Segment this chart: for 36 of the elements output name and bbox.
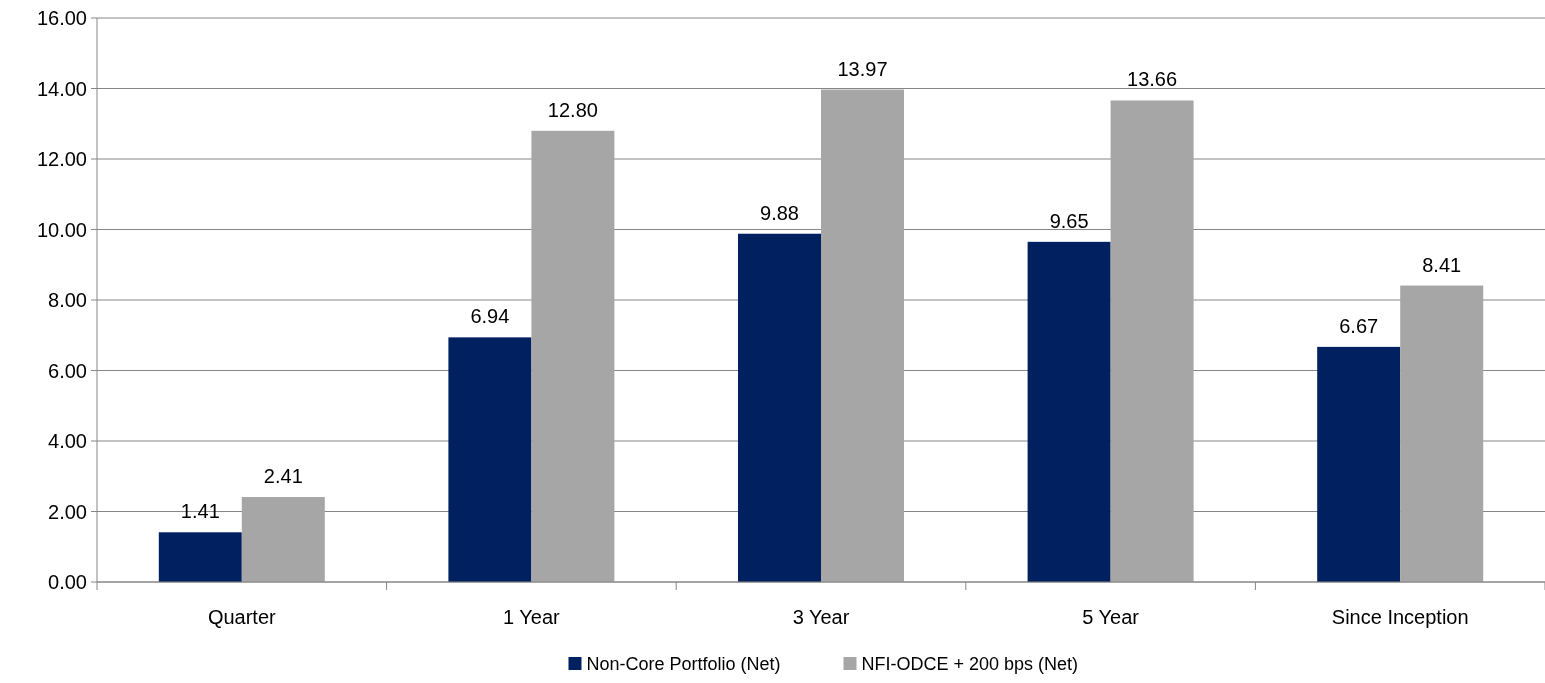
text: 2.41 — [263, 465, 303, 488]
y-tick-label: 12.00 — [36, 148, 87, 170]
bar — [241, 497, 325, 582]
bar — [1027, 241, 1111, 582]
y-tick-label: 14.00 — [36, 77, 87, 100]
legend-label: NFI-ODCE + 200 bps (Net) — [861, 654, 1079, 674]
bar — [448, 337, 532, 582]
y-tick-label: 6.00 — [48, 359, 87, 382]
y-tick-label: 4.00 — [48, 430, 87, 452]
bar — [531, 130, 615, 582]
x-tick-label: 1 Year — [503, 606, 561, 628]
y-tick-label: 0.00 — [48, 571, 87, 593]
text: 8.41 — [1422, 253, 1462, 276]
bar — [821, 89, 904, 582]
bar — [738, 233, 821, 582]
text: 13.97 — [837, 57, 888, 80]
y-tick-label: 10.00 — [36, 218, 87, 241]
text: 6.94 — [470, 305, 510, 328]
text: 6.67 — [1339, 314, 1379, 337]
x-tick-label: 3 Year — [792, 606, 850, 628]
y-tick-label: 8.00 — [48, 289, 87, 311]
bar — [158, 532, 242, 582]
text: 1.41 — [180, 500, 220, 523]
x-tick-label: 5 Year — [1082, 606, 1140, 628]
text: 9.65 — [1049, 209, 1089, 232]
x-tick-label: Quarter — [207, 606, 277, 628]
bar — [1317, 346, 1401, 582]
bar — [1110, 100, 1194, 582]
y-tick-label: 2.00 — [48, 500, 87, 523]
legend-label: Non-Core Portfolio (Net) — [586, 654, 781, 674]
text: 13.66 — [1127, 68, 1178, 91]
text: 9.88 — [760, 201, 799, 224]
x-tick-label: Since Inception — [1331, 606, 1469, 628]
text: 12.80 — [547, 98, 598, 121]
y-tick-label: 16.00 — [36, 7, 87, 29]
bar — [1400, 285, 1484, 582]
